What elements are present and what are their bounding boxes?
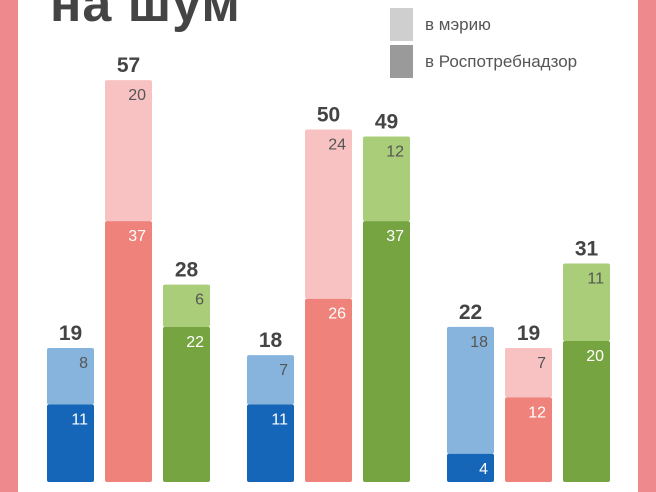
legend-label-meriya: в мэрию [425, 14, 491, 34]
chart-title: на шум [50, 0, 241, 33]
bar-segment-rospotrebnadzor [105, 221, 152, 482]
legend-swatch-rospotrebnadzor [390, 45, 413, 78]
bar-segment-rospotrebnadzor [505, 397, 552, 482]
bar-segment-meriya [105, 80, 152, 222]
bar-segment-rospotrebnadzor [447, 453, 494, 482]
bar-total-label: 49 [375, 111, 398, 134]
segment-label-meriya: 7 [537, 355, 546, 372]
segment-label-meriya: 6 [195, 292, 204, 309]
bar-total-label: 50 [317, 104, 340, 127]
bar-segment-meriya [163, 284, 210, 327]
segment-label-rospotrebnadzor: 20 [586, 348, 604, 365]
segment-label-rospotrebnadzor: 37 [128, 228, 146, 245]
bar-segment-meriya [563, 263, 610, 341]
bar-segment-rospotrebnadzor [247, 404, 294, 482]
bar-segment-meriya [47, 348, 94, 405]
segment-label-meriya: 11 [587, 270, 604, 287]
segment-label-meriya: 18 [470, 334, 488, 351]
segment-label-rospotrebnadzor: 4 [479, 461, 488, 478]
bar-segment-rospotrebnadzor [47, 404, 94, 482]
segment-label-rospotrebnadzor: 22 [186, 334, 204, 351]
segment-label-rospotrebnadzor: 11 [71, 411, 88, 428]
bar-segment-meriya [247, 355, 294, 405]
legend-item-rospotrebnadzor: в Роспотребнадзор [390, 45, 577, 78]
bar-total-label: 28 [175, 259, 199, 282]
bar-total-label: 18 [259, 329, 283, 352]
bar-segment-rospotrebnadzor [563, 341, 610, 482]
segment-label-meriya: 20 [128, 87, 146, 104]
segment-label-meriya: 7 [279, 362, 288, 379]
bar-segment-meriya [363, 136, 410, 222]
bar-segment-meriya [305, 129, 352, 299]
bar-total-label: 31 [575, 237, 599, 260]
bar-segment-meriya [447, 326, 494, 454]
bar-segment-rospotrebnadzor [163, 326, 210, 482]
segment-label-meriya: 8 [79, 355, 88, 372]
frame-left [0, 0, 18, 492]
bar-total-label: 19 [59, 322, 82, 345]
bar-total-label: 19 [517, 322, 540, 345]
segment-label-rospotrebnadzor: 37 [386, 228, 404, 245]
segment-label-rospotrebnadzor: 12 [528, 404, 546, 421]
legend: в мэрию в Роспотребнадзор [390, 8, 577, 82]
segment-label-meriya: 24 [328, 137, 346, 154]
bar-segment-rospotrebnadzor [363, 221, 410, 482]
segment-label-rospotrebnadzor: 26 [328, 306, 346, 323]
legend-swatch-meriya [390, 8, 413, 41]
bar-total-label: 57 [117, 54, 140, 77]
bar-total-label: 22 [459, 301, 482, 324]
segment-label-rospotrebnadzor: 11 [271, 411, 288, 428]
frame-right [638, 0, 656, 492]
legend-label-rospotrebnadzor: в Роспотребнадзор [425, 51, 578, 71]
legend-item-meriya: в мэрию [390, 8, 577, 41]
bar-segment-rospotrebnadzor [305, 298, 352, 482]
bar-segment-meriya [505, 348, 552, 398]
segment-label-meriya: 12 [386, 144, 404, 161]
